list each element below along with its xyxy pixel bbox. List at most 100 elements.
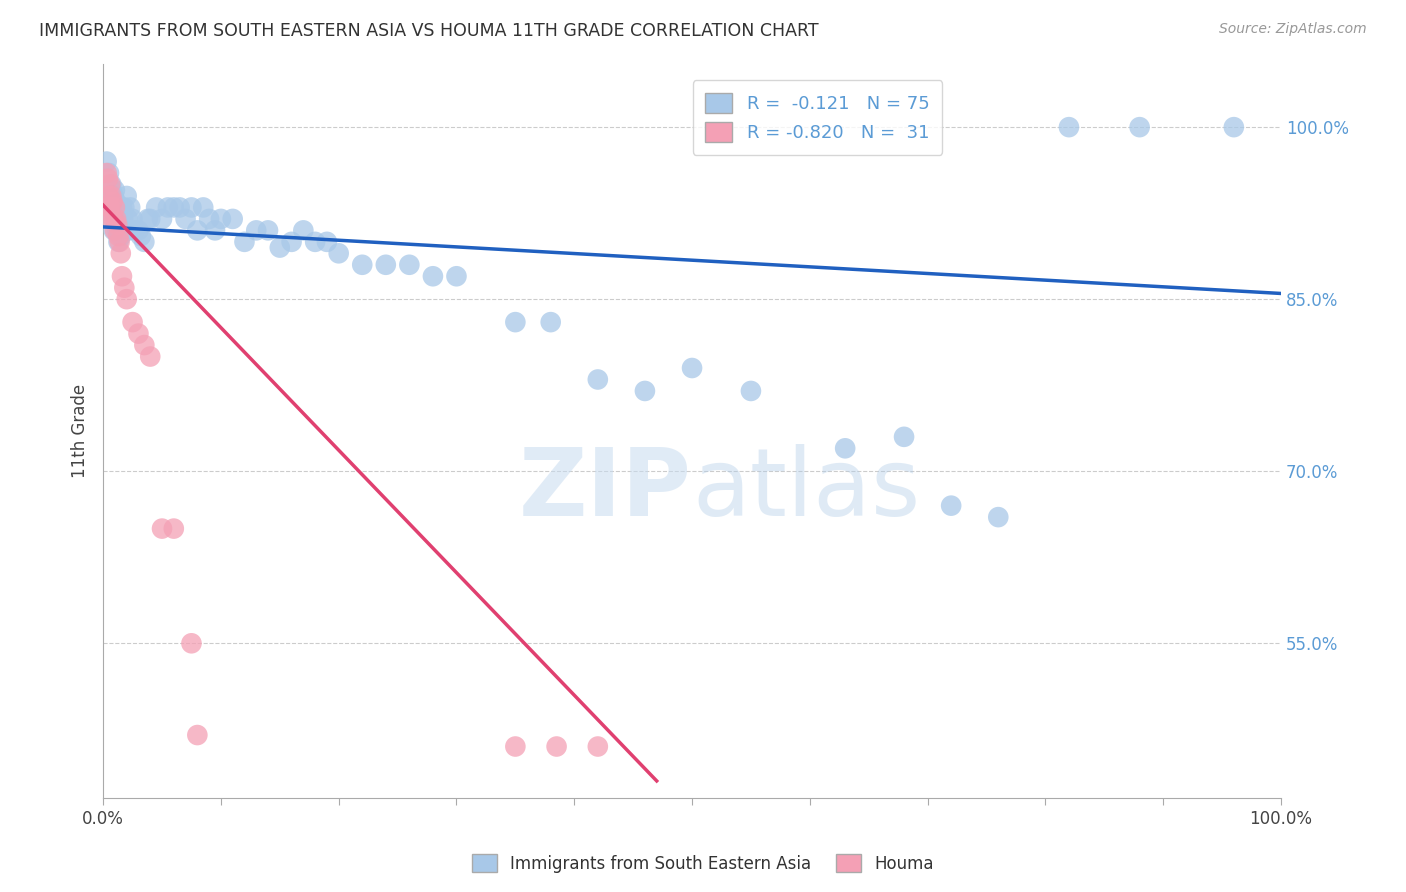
Text: atlas: atlas bbox=[692, 444, 921, 536]
Point bbox=[269, 241, 291, 255]
Point bbox=[100, 183, 122, 197]
Point bbox=[96, 154, 118, 169]
Point bbox=[134, 338, 156, 352]
Point bbox=[129, 229, 152, 244]
Point bbox=[586, 739, 609, 754]
Point bbox=[101, 194, 124, 209]
Point bbox=[352, 258, 374, 272]
Point bbox=[104, 201, 127, 215]
Point bbox=[174, 211, 197, 226]
Point bbox=[127, 223, 149, 237]
Text: ZIP: ZIP bbox=[519, 444, 692, 536]
Point bbox=[1057, 120, 1080, 135]
Point bbox=[145, 201, 167, 215]
Point bbox=[100, 189, 122, 203]
Point bbox=[98, 189, 121, 203]
Point bbox=[586, 372, 609, 386]
Point bbox=[104, 183, 127, 197]
Point bbox=[204, 223, 226, 237]
Point bbox=[110, 246, 132, 260]
Point bbox=[740, 384, 762, 398]
Point bbox=[221, 211, 243, 226]
Point bbox=[112, 201, 135, 215]
Point bbox=[105, 211, 128, 226]
Point bbox=[987, 510, 1010, 524]
Point bbox=[245, 223, 267, 237]
Point bbox=[103, 211, 125, 226]
Point bbox=[198, 211, 221, 226]
Point bbox=[422, 269, 444, 284]
Point bbox=[1223, 120, 1246, 135]
Point bbox=[105, 218, 128, 232]
Point bbox=[98, 201, 121, 215]
Text: IMMIGRANTS FROM SOUTH EASTERN ASIA VS HOUMA 11TH GRADE CORRELATION CHART: IMMIGRANTS FROM SOUTH EASTERN ASIA VS HO… bbox=[39, 22, 818, 40]
Point bbox=[107, 211, 129, 226]
Legend: Immigrants from South Eastern Asia, Houma: Immigrants from South Eastern Asia, Houm… bbox=[465, 847, 941, 880]
Point bbox=[117, 211, 139, 226]
Point bbox=[328, 246, 350, 260]
Point bbox=[150, 211, 173, 226]
Point bbox=[139, 211, 162, 226]
Point bbox=[98, 178, 121, 192]
Point bbox=[124, 223, 146, 237]
Point bbox=[398, 258, 420, 272]
Point bbox=[104, 201, 127, 215]
Point bbox=[505, 315, 527, 329]
Point bbox=[105, 194, 128, 209]
Point bbox=[110, 229, 132, 244]
Point bbox=[103, 189, 125, 203]
Point bbox=[108, 201, 131, 215]
Point bbox=[111, 269, 134, 284]
Point bbox=[112, 211, 135, 226]
Point bbox=[104, 223, 127, 237]
Point bbox=[193, 201, 215, 215]
Point bbox=[209, 211, 232, 226]
Point bbox=[107, 229, 129, 244]
Point bbox=[103, 223, 125, 237]
Point bbox=[101, 201, 124, 215]
Point bbox=[540, 315, 562, 329]
Point bbox=[121, 315, 143, 329]
Point bbox=[186, 728, 208, 742]
Point bbox=[163, 201, 186, 215]
Point bbox=[96, 166, 118, 180]
Text: Source: ZipAtlas.com: Source: ZipAtlas.com bbox=[1219, 22, 1367, 37]
Point bbox=[292, 223, 315, 237]
Point bbox=[374, 258, 396, 272]
Point bbox=[233, 235, 256, 249]
Point bbox=[97, 171, 120, 186]
Point bbox=[316, 235, 339, 249]
Point bbox=[108, 223, 131, 237]
Point bbox=[257, 223, 280, 237]
Point bbox=[100, 178, 122, 192]
Point bbox=[115, 292, 138, 306]
Point bbox=[115, 189, 138, 203]
Point bbox=[150, 522, 173, 536]
Point bbox=[634, 384, 657, 398]
Legend: R =  -0.121   N = 75, R = -0.820   N =  31: R = -0.121 N = 75, R = -0.820 N = 31 bbox=[693, 80, 942, 154]
Point bbox=[139, 350, 162, 364]
Point bbox=[105, 223, 128, 237]
Point bbox=[186, 223, 208, 237]
Point bbox=[121, 211, 143, 226]
Point bbox=[134, 235, 156, 249]
Point bbox=[893, 430, 915, 444]
Point bbox=[105, 206, 128, 220]
Point bbox=[163, 522, 186, 536]
Point bbox=[156, 201, 179, 215]
Point bbox=[280, 235, 302, 249]
Point bbox=[118, 223, 141, 237]
Point bbox=[120, 201, 142, 215]
Point bbox=[98, 201, 121, 215]
Point bbox=[446, 269, 468, 284]
Y-axis label: 11th Grade: 11th Grade bbox=[72, 384, 89, 478]
Point bbox=[101, 211, 124, 226]
Point bbox=[100, 211, 122, 226]
Point bbox=[98, 194, 121, 209]
Point bbox=[112, 281, 135, 295]
Point bbox=[681, 361, 703, 376]
Point bbox=[98, 166, 121, 180]
Point bbox=[180, 636, 202, 650]
Point bbox=[127, 326, 149, 341]
Point bbox=[108, 235, 131, 249]
